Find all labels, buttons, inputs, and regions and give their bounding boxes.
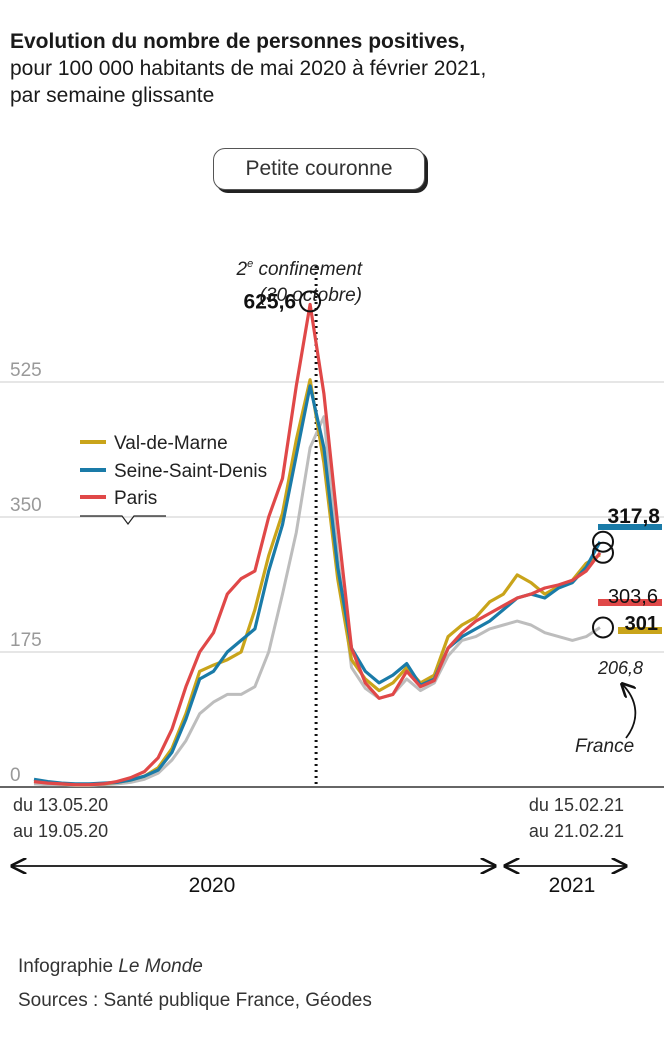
- confinement-date: (30 octobre): [260, 285, 362, 306]
- legend: Val-de-Marne Seine-Saint-Denis Paris: [80, 433, 267, 525]
- peak-value-label: 625,6: [244, 290, 297, 313]
- year-2020-label: 2020: [189, 874, 236, 897]
- end-label-paris: 303,6: [598, 586, 662, 608]
- france-callout-arrow: [622, 684, 637, 739]
- end-marker-france: [592, 616, 614, 639]
- y-tick-label: 0: [10, 765, 21, 786]
- region-filter-button[interactable]: Petite couronne: [213, 148, 425, 190]
- end-marker-paris: [592, 541, 614, 564]
- y-tick-labels: 0 175 350 525: [10, 360, 42, 786]
- x-start-label-line1: du 13.05.20: [13, 795, 108, 815]
- end-label-seine-saint-denis-text: 317,8: [607, 505, 660, 528]
- end-label-val-de-marne-bar: [618, 627, 662, 634]
- y-tick-label: 175: [10, 630, 42, 651]
- end-label-france-text: 206,8: [597, 658, 643, 678]
- series-line-paris: [33, 302, 602, 787]
- end-label-seine-saint-denis-bar: [598, 524, 662, 530]
- footer-credit-name: Le Monde: [118, 956, 203, 977]
- legend-label-paris: Paris: [114, 488, 157, 509]
- chart-subtitle-line1: pour 100 000 habitants de mai 2020 à fév…: [10, 57, 487, 80]
- end-label-val-de-marne: 301: [618, 613, 662, 635]
- end-label-seine-saint-denis: 317,8: [598, 505, 662, 530]
- y-tick-label: 525: [10, 360, 42, 381]
- x-end-label-line2: au 21.02.21: [529, 821, 624, 841]
- legend-france-callout-icon: [80, 515, 166, 525]
- y-tick-label: 350: [10, 495, 42, 516]
- end-label-paris-text: 303,6: [608, 586, 658, 608]
- legend-label-seine-saint-denis: Seine-Saint-Denis: [114, 461, 267, 482]
- footer-credit-prefix: Infographie: [18, 956, 119, 977]
- chart-title: Evolution du nombre de personnes positiv…: [10, 30, 466, 53]
- legend-label-val-de-marne: Val-de-Marne: [114, 433, 228, 454]
- series-lines: [33, 302, 602, 787]
- x-end-label-line1: du 15.02.21: [529, 795, 624, 815]
- x-start-label-line2: au 19.05.20: [13, 821, 108, 841]
- footer-credit: Infographie Le Monde: [18, 956, 203, 978]
- end-marker-seine-saint-denis: [592, 530, 614, 553]
- peak-marker: [299, 290, 322, 313]
- series-line-seine-saint-denis: [33, 384, 602, 786]
- footer-sources: Sources : Santé publique France, Géodes: [18, 990, 372, 1011]
- year-2021-label: 2021: [549, 874, 596, 897]
- end-label-val-de-marne-text: 301: [625, 613, 658, 635]
- france-callout-label: France: [575, 736, 634, 757]
- end-label-paris-bar: [598, 599, 662, 606]
- chart-title-block: Evolution du nombre de personnes positiv…: [10, 28, 660, 109]
- series-line-france: [33, 415, 601, 787]
- chart-subtitle-line2: par semaine glissante: [10, 84, 215, 107]
- confinement-label: 2e confinement: [236, 258, 363, 280]
